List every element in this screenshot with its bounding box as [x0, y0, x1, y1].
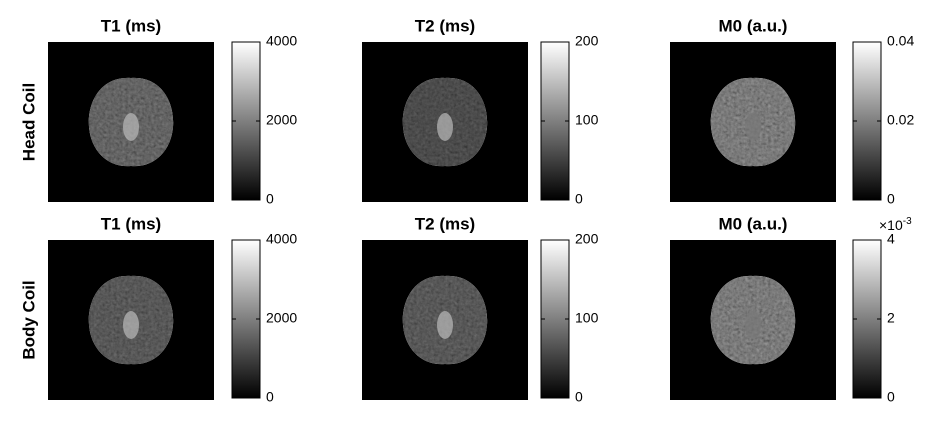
colorbar-tick-label: 100 — [575, 112, 599, 128]
colorbar-tick-label: 2 — [887, 310, 895, 326]
colorbar-tick-label: 0 — [266, 191, 274, 207]
colorbar — [231, 41, 261, 201]
panel-title: M0 (a.u.) — [719, 16, 788, 35]
brain-ventricle — [745, 113, 761, 141]
panel-title: M0 (a.u.) — [719, 214, 788, 233]
panel-title: T1 (ms) — [101, 214, 161, 233]
colorbar-tick-label: 0.02 — [887, 112, 914, 128]
panel-title: T2 (ms) — [415, 16, 475, 35]
colorbar-tick-label: 200 — [575, 231, 599, 247]
colorbar-tick-label: 0 — [887, 191, 895, 207]
colorbar-tick-label: 200 — [575, 33, 599, 49]
colorbar — [231, 239, 261, 399]
colorbar-tick-label: 0 — [887, 389, 895, 405]
colorbar-tick-label: 4 — [887, 231, 895, 247]
brain-ventricle — [745, 311, 761, 339]
colorbar-tick-label: 100 — [575, 310, 599, 326]
brain-ventricle — [437, 113, 453, 141]
row-label: Head Coil — [19, 83, 38, 161]
brain-ventricle — [123, 113, 139, 141]
colorbar — [852, 41, 882, 201]
colorbar-exponent: ×10-3 — [879, 216, 912, 233]
panel-title: T1 (ms) — [101, 16, 161, 35]
colorbar-tick-label: 4000 — [266, 231, 297, 247]
colorbar-tick-label: 0 — [575, 389, 583, 405]
exponent-base: ×10 — [879, 217, 903, 233]
colorbar-tick-label: 0 — [266, 389, 274, 405]
colorbar-tick-label: 4000 — [266, 33, 297, 49]
row-label: Body Coil — [19, 280, 38, 359]
colorbar-tick-label: 2000 — [266, 112, 297, 128]
panel-title: T2 (ms) — [415, 214, 475, 233]
exponent-power: -3 — [903, 216, 912, 227]
brain-ventricle — [437, 311, 453, 339]
colorbar-tick-label: 0 — [575, 191, 583, 207]
colorbar — [540, 41, 570, 201]
colorbar — [852, 239, 882, 399]
colorbar — [540, 239, 570, 399]
colorbar-tick-label: 0.04 — [887, 33, 914, 49]
brain-ventricle — [123, 311, 139, 339]
colorbar-tick-label: 2000 — [266, 310, 297, 326]
